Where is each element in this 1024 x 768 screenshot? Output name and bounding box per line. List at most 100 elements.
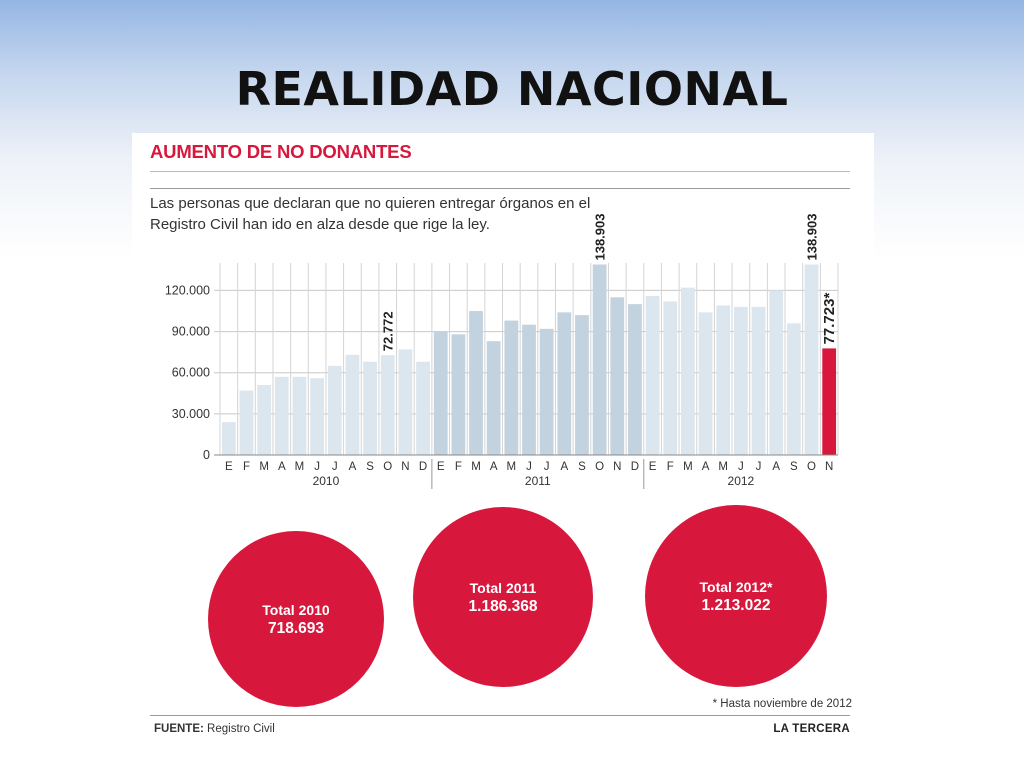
x-tick-label: O: [595, 461, 604, 473]
bar: [363, 361, 377, 455]
x-tick-label: A: [702, 461, 710, 473]
bar: [698, 312, 713, 455]
x-tick-label: M: [295, 461, 305, 473]
slide-title: REALIDAD NACIONAL: [235, 62, 789, 116]
footnote: * Hasta noviembre de 2012: [712, 698, 852, 710]
x-tick-label: A: [490, 461, 498, 473]
bar: [539, 328, 554, 455]
source-value: Registro Civil: [207, 723, 275, 735]
total-2011-label: Total 2011: [469, 579, 537, 596]
bar: [751, 306, 766, 455]
bar: [239, 390, 254, 455]
x-tick-label: A: [349, 461, 357, 473]
total-2010-value: 718.693: [267, 619, 325, 637]
y-tick-label: 90.000: [172, 325, 210, 339]
x-tick-label: J: [332, 461, 338, 473]
source: FUENTE: Registro Civil: [154, 723, 275, 735]
bar: [504, 320, 519, 455]
x-tick-label: F: [243, 461, 250, 473]
brand-logo-text: LA TERCERA: [773, 723, 850, 735]
bar: [575, 315, 589, 455]
bar: [557, 312, 572, 455]
bar: [274, 376, 289, 455]
data-label: 72.772: [381, 311, 396, 351]
bar: [433, 331, 448, 455]
bar: [733, 306, 748, 455]
bar: [786, 323, 801, 455]
x-tick-label: J: [314, 461, 320, 473]
y-tick-label: 30.000: [172, 407, 210, 421]
bar: [628, 304, 642, 455]
x-tick-label: O: [383, 461, 392, 473]
x-tick-label: M: [507, 461, 517, 473]
year-label: 2012: [728, 474, 755, 488]
y-tick-label: 60.000: [172, 366, 210, 380]
bar: [345, 354, 360, 455]
x-tick-label: O: [807, 461, 816, 473]
bar: [380, 355, 395, 455]
total-2012-value: 1.213.022: [701, 596, 771, 614]
bar: [257, 385, 272, 455]
x-tick-label: S: [578, 461, 586, 473]
x-tick-label: E: [649, 461, 657, 473]
x-tick-label: J: [526, 461, 532, 473]
x-tick-label: J: [738, 461, 744, 473]
bar: [522, 324, 536, 455]
bar: [327, 365, 342, 455]
subtitle-line-2: Registro Civil han ido en alza desde que…: [150, 216, 490, 233]
total-2012-label: Total 2012*: [699, 578, 773, 595]
x-tick-label: A: [278, 461, 286, 473]
bar: [663, 301, 678, 455]
x-tick-label: M: [471, 461, 481, 473]
year-label: 2011: [525, 474, 551, 488]
x-tick-label: D: [631, 461, 639, 473]
bar: [769, 290, 784, 455]
total-2010-label: Total 2010: [262, 601, 330, 618]
x-tick-label: J: [544, 461, 550, 473]
subtitle-rule: [150, 188, 850, 189]
year-label: 2010: [313, 474, 340, 488]
bar: [451, 334, 466, 455]
bar: [592, 264, 607, 455]
data-label: 138.903: [593, 214, 608, 261]
bar: [716, 305, 731, 455]
bar: [645, 295, 660, 455]
x-tick-label: S: [366, 461, 374, 473]
y-tick-label: 0: [203, 448, 210, 462]
total-2011-circle: Total 2011 1.186.368: [413, 507, 593, 687]
bar: [416, 361, 430, 455]
x-tick-label: M: [259, 461, 269, 473]
x-tick-label: A: [772, 461, 780, 473]
x-tick-label: N: [825, 461, 833, 473]
infographic-subtitle: Las personas que declaran que no quieren…: [150, 193, 670, 235]
bar: [292, 376, 307, 455]
x-tick-label: D: [419, 461, 427, 473]
x-tick-label: J: [756, 461, 762, 473]
bar: [398, 349, 413, 455]
bar: [610, 297, 625, 455]
bar: [486, 341, 501, 455]
y-tick-label: 120.000: [165, 283, 210, 297]
x-tick-label: F: [455, 461, 462, 473]
data-label: 77.723*: [821, 293, 838, 345]
subtitle-line-1: Las personas que declaran que no quieren…: [150, 195, 591, 212]
x-tick-label: M: [683, 461, 693, 473]
x-tick-label: E: [225, 461, 233, 473]
source-label: FUENTE:: [154, 723, 204, 735]
x-tick-label: E: [437, 461, 445, 473]
footer-rule: [150, 715, 850, 716]
total-2012-circle: Total 2012* 1.213.022: [645, 505, 827, 687]
title-rule: [150, 171, 850, 172]
x-tick-label: N: [613, 461, 621, 473]
bar-highlight: [822, 348, 837, 455]
infographic: AUMENTO DE NO DONANTES Las personas que …: [132, 133, 874, 741]
bar: [469, 311, 483, 455]
x-tick-label: M: [718, 461, 728, 473]
bar: [804, 264, 819, 455]
x-tick-label: S: [790, 461, 798, 473]
x-tick-label: N: [401, 461, 409, 473]
bar: [310, 378, 325, 455]
data-label: 138.903: [805, 214, 820, 261]
bar: [221, 422, 236, 455]
